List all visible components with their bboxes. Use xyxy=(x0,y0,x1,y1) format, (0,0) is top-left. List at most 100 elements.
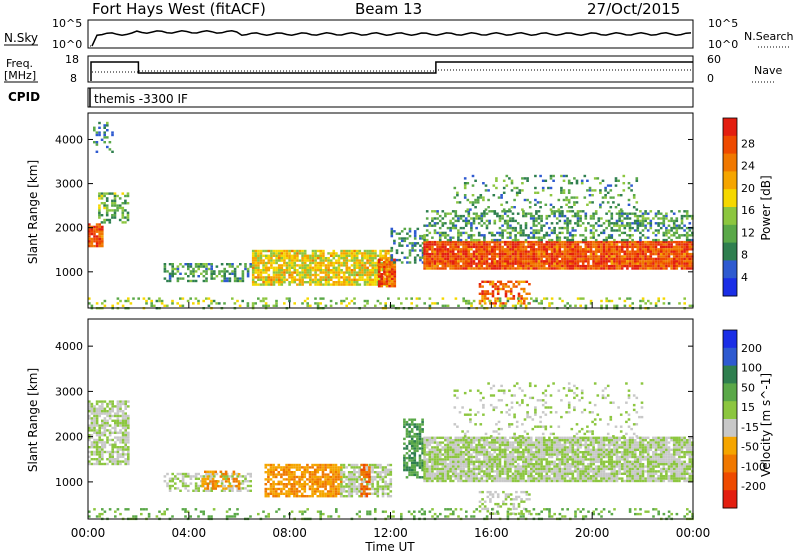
power-cell-1576 xyxy=(524,240,528,244)
power-cell-2496 xyxy=(501,236,504,239)
power-cell-2083 xyxy=(639,255,642,258)
velocity-cell-504 xyxy=(227,477,230,481)
power-cell-521 xyxy=(296,259,299,262)
velocity-cell-585 xyxy=(280,480,283,483)
velocity-cell-1272 xyxy=(428,477,432,480)
power-cell-1508 xyxy=(509,248,512,251)
velocity-cell-483 xyxy=(211,480,215,483)
power-cell-1485 xyxy=(503,250,507,253)
velocity-cell-552 xyxy=(272,468,275,471)
power-cell-3513 xyxy=(657,299,660,303)
velocity-cell-295 xyxy=(124,458,127,461)
power-cell-2987 xyxy=(500,194,503,197)
power-cell-736 xyxy=(342,252,346,255)
power-cell-2877 xyxy=(665,238,668,242)
power-cell-3082 xyxy=(580,182,584,185)
power-cell-2009 xyxy=(620,267,624,270)
power-cell-258 xyxy=(223,277,226,280)
power-cell-1740 xyxy=(561,252,564,256)
power-cell-613 xyxy=(314,278,317,281)
power-cell-2224 xyxy=(670,262,673,265)
power-cell-89 xyxy=(111,192,114,195)
velocity-cell-1306 xyxy=(433,475,437,478)
power-cell-389 xyxy=(270,249,273,253)
velocity-cell-195 xyxy=(114,412,117,415)
power-cell-2543 xyxy=(522,231,525,235)
power-cell-1660 xyxy=(542,250,546,253)
power-cell-221 xyxy=(200,272,203,275)
power-cell-1798 xyxy=(574,248,577,251)
power-cell-2260 xyxy=(678,264,681,268)
power-cell-3201 xyxy=(504,292,508,295)
power-cell-332 xyxy=(257,261,260,265)
power-cell-2974 xyxy=(482,198,485,202)
power-cell-2673 xyxy=(576,217,580,220)
power-cell-1656 xyxy=(540,267,543,270)
velocity-cell-983 xyxy=(373,478,377,481)
velocity-cell-824 xyxy=(334,495,338,498)
velocity-cell-812 xyxy=(334,463,338,467)
power-cell-1859 xyxy=(587,264,590,268)
power-cell-3433 xyxy=(498,304,502,307)
power-cell-135 xyxy=(93,126,96,129)
velocity-cell-1363 xyxy=(444,453,447,456)
power-cell-190 xyxy=(179,272,182,275)
power-cell-1943 xyxy=(607,245,611,249)
power-cell-1610 xyxy=(532,240,536,244)
velocity-cell-892 xyxy=(350,480,354,483)
velocity-cell-1192 xyxy=(418,437,422,441)
power-cell-169 xyxy=(166,270,169,273)
power-cell-1712 xyxy=(553,267,556,270)
velocity-cell-746 xyxy=(319,483,322,486)
power-cell-477 xyxy=(285,278,289,281)
velocity-cell-1421 xyxy=(451,465,455,468)
power-cell-1655 xyxy=(540,264,543,268)
power-cell-2838 xyxy=(649,222,653,225)
noise-tick-left-bottom: 10^0 xyxy=(52,38,82,51)
velocity-cell-994 xyxy=(376,485,380,488)
power-cell-2990 xyxy=(502,179,506,182)
nave-tick-bottom: 0 xyxy=(707,72,714,85)
power-cell-1599 xyxy=(529,243,533,246)
power-cell-3134 xyxy=(627,203,631,206)
power-cell-1337 xyxy=(470,240,473,244)
power-cell-954 xyxy=(387,249,390,253)
velocity-cell-243 xyxy=(119,431,122,434)
velocity-cell-524 xyxy=(264,483,268,486)
power-cell-3174 xyxy=(491,290,495,293)
power-cell-2988 xyxy=(500,196,503,199)
velocity-cell-807 xyxy=(332,485,335,488)
power-cell-1437 xyxy=(493,240,497,244)
power-cell-1864 xyxy=(589,248,593,251)
power-cell-2294 xyxy=(685,262,689,265)
power-cell-474 xyxy=(285,266,289,269)
power-cell-1830 xyxy=(581,248,585,251)
power-cell-2793 xyxy=(631,226,634,230)
power-cell-3373 xyxy=(363,299,367,303)
velocity-cell-172 xyxy=(108,455,112,458)
power-cell-1666 xyxy=(542,267,546,270)
power-cell-11 xyxy=(90,228,94,231)
power-cell-955 xyxy=(387,252,390,255)
power-cell-2081 xyxy=(639,250,642,253)
power-cell-2332 xyxy=(431,210,434,213)
velocity-cell-590 xyxy=(282,466,286,469)
power-cell-3482 xyxy=(605,297,608,300)
power-cell-2852 xyxy=(657,217,660,220)
power-cell-2622 xyxy=(555,236,559,239)
power-cell-2761 xyxy=(618,234,621,237)
power-cell-1589 xyxy=(527,245,530,249)
velocity-cell-725 xyxy=(313,487,317,491)
velocity-cell-1069 xyxy=(365,473,369,476)
power-cell-1236 xyxy=(446,248,450,251)
power-cell-2526 xyxy=(514,229,517,232)
power-cell-778 xyxy=(350,259,354,262)
power-cell-3009 xyxy=(518,189,522,192)
power-cell-370 xyxy=(264,266,268,269)
power-cell-2357 xyxy=(441,222,445,225)
power-cell-1999 xyxy=(620,240,624,244)
power-cell-672 xyxy=(327,273,330,277)
velocity-cell-366 xyxy=(194,482,198,485)
velocity-cell-579 xyxy=(277,492,281,495)
power-cell-419 xyxy=(275,261,278,265)
